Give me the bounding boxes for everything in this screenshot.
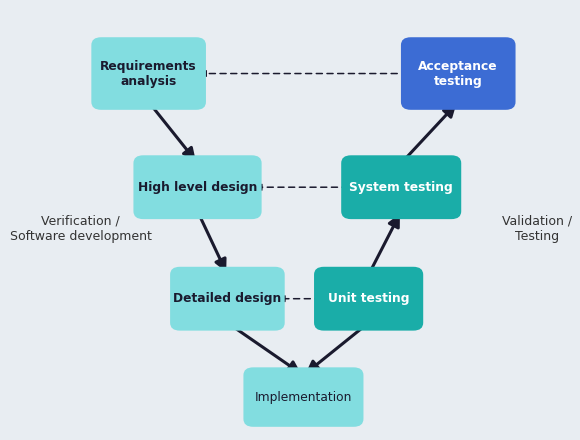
Text: Unit testing: Unit testing xyxy=(328,292,409,305)
FancyBboxPatch shape xyxy=(314,267,423,330)
Text: System testing: System testing xyxy=(349,181,453,194)
Text: Implementation: Implementation xyxy=(255,391,352,403)
Text: Acceptance
testing: Acceptance testing xyxy=(418,59,498,88)
FancyBboxPatch shape xyxy=(244,367,364,427)
FancyBboxPatch shape xyxy=(170,267,285,330)
FancyBboxPatch shape xyxy=(341,155,461,219)
Text: Validation /
Testing: Validation / Testing xyxy=(502,215,572,243)
Text: High level design: High level design xyxy=(138,181,257,194)
Text: Verification /
Software development: Verification / Software development xyxy=(10,215,152,243)
FancyBboxPatch shape xyxy=(133,155,262,219)
Text: Detailed design: Detailed design xyxy=(173,292,281,305)
FancyBboxPatch shape xyxy=(401,37,516,110)
FancyBboxPatch shape xyxy=(91,37,206,110)
Text: Requirements
analysis: Requirements analysis xyxy=(100,59,197,88)
